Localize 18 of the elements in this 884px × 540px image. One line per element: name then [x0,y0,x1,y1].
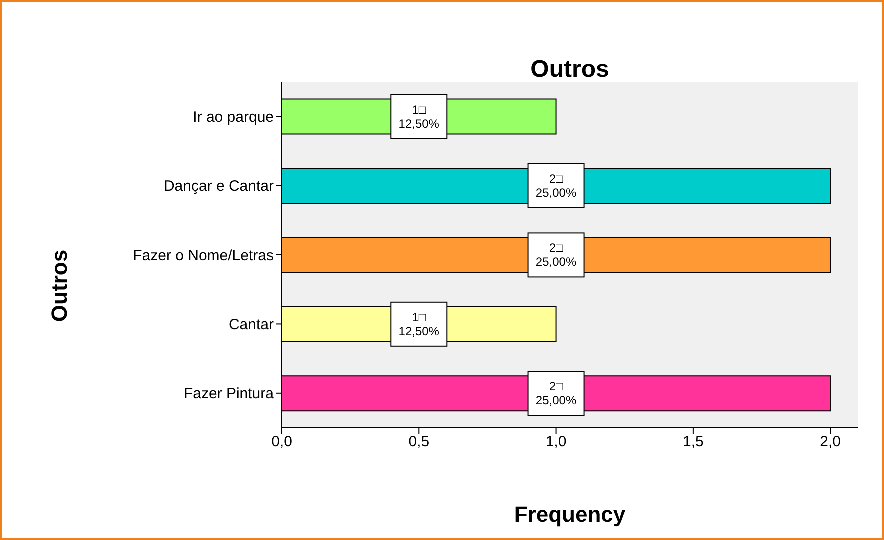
y-tick-label: Ir ao parque [193,108,274,126]
x-tick-label: 1,5 [683,434,704,451]
y-tick-label: Fazer Pintura [184,386,275,403]
x-tick-label: 1,0 [546,434,567,451]
y-tick-label: Fazer o Nome/Letras [133,247,274,264]
y-tick-label: Cantar [228,316,274,334]
chart-title: Outros [530,56,610,84]
data-label: 2□ 25,00% [536,241,577,270]
data-label: 2□ 25,00% [536,380,577,408]
y-axis-title: Outros [47,250,73,322]
x-tick-label: 0,0 [272,434,292,451]
data-label: 1□ 12,50% [398,102,440,131]
y-tick-label: Dançar e Cantar [164,178,274,196]
x-tick-label: 2,0 [820,434,841,451]
data-label: 1□ 12,50% [398,310,440,338]
x-tick-label: 0,5 [408,434,430,451]
x-axis-title: Frequency [513,502,627,528]
data-label: 2□ 25,00% [536,172,577,200]
